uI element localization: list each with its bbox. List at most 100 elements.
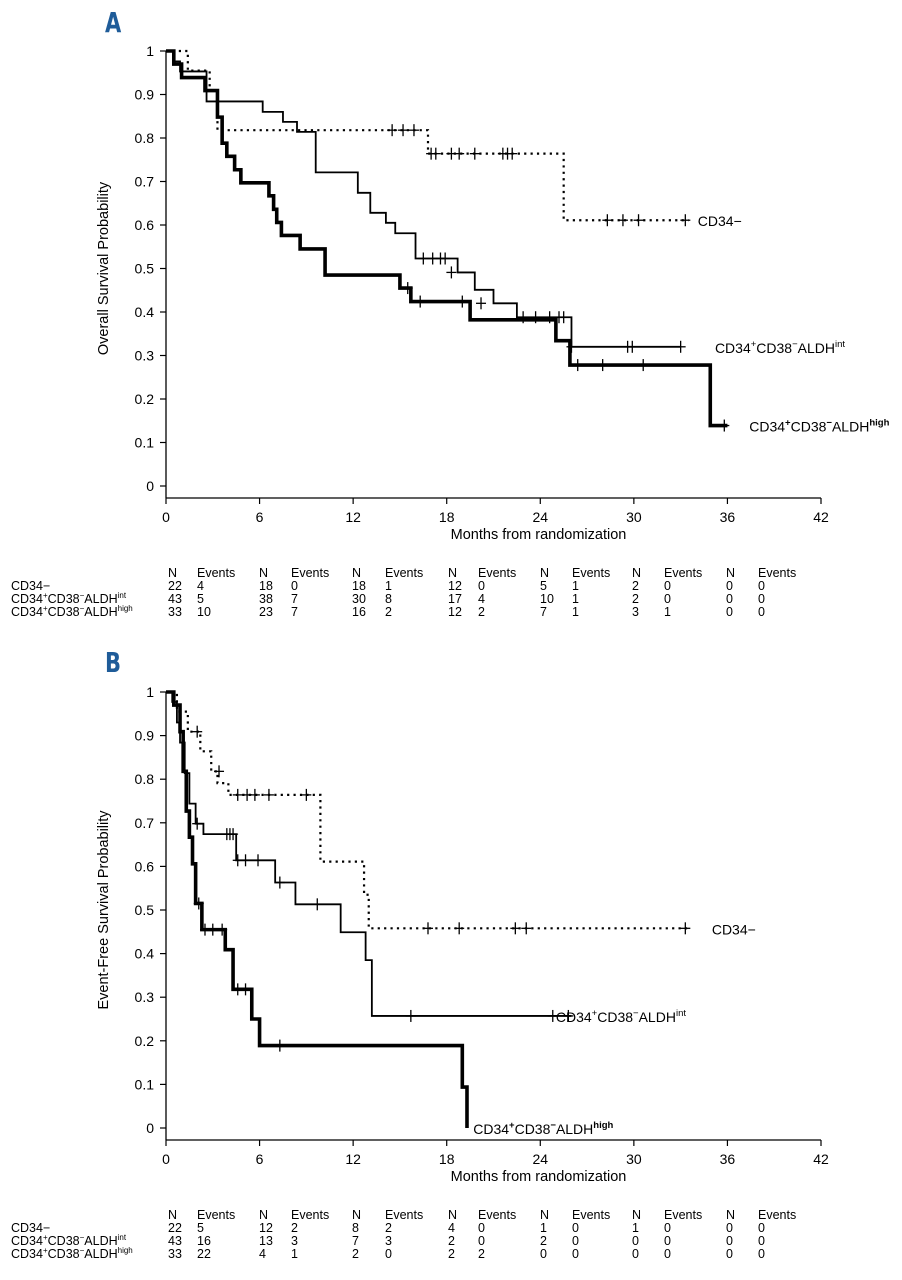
panel-a: 0 0.1 0.2 0.3 0.4 0.5 0.6 0.7 0.8 0.9 1 0 6 12 18 24 30 3…: [0, 6, 902, 631]
risk-cell: 17: [448, 592, 462, 606]
x-tick-label: 36: [720, 509, 736, 525]
risk-cell: 10: [197, 605, 211, 619]
risk-row-label: CD34+CD38−ALDHhigh: [11, 603, 133, 619]
series-label-part: CD34−: [712, 921, 756, 937]
risk-cell: 18: [259, 579, 273, 593]
risk-cell: 1: [540, 1221, 547, 1235]
risk-row-label-part: CD38: [47, 592, 80, 606]
risk-row-label: CD34+CD38−ALDHint: [11, 590, 126, 606]
series-label-part: +: [509, 1120, 515, 1131]
risk-cell: 30: [352, 592, 366, 606]
y-tick-label: 0.1: [135, 435, 155, 451]
risk-cell: 2: [385, 1221, 392, 1235]
risk-cell: 7: [291, 605, 298, 619]
series-label-part: CD38: [515, 1121, 551, 1137]
risk-header-cell: Events: [758, 1208, 797, 1222]
y-tick-label: 0.2: [135, 391, 155, 407]
risk-cell: 1: [291, 1247, 298, 1261]
risk-cell: 12: [448, 605, 462, 619]
risk-cell: 3: [385, 1234, 392, 1248]
y-tick-label: 0.9: [135, 728, 155, 744]
risk-cell: 0: [726, 592, 733, 606]
y-tick-label: 0.5: [135, 261, 155, 277]
x-tick-label: 12: [345, 509, 361, 525]
risk-table: N Events N Events N Events N Events N Events N Even…: [0, 567, 902, 631]
risk-row-label-part: +: [42, 603, 48, 613]
series-label-part: −: [792, 339, 798, 350]
risk-row-label: CD34+CD38−ALDHint: [11, 1232, 127, 1248]
series-line-1: [166, 50, 681, 348]
risk-cell: 4: [197, 579, 204, 593]
risk-cell: 0: [291, 579, 298, 593]
risk-header-cell: N: [352, 1208, 362, 1222]
series-label: CD34−: [698, 213, 742, 229]
risk-row-label-part: CD34: [11, 592, 43, 606]
event-free-survival-chart: 0 0.1 0.2 0.3 0.4 0.5 0.6 0.7 0.8 0.9 1 0 6 12 18 24 30 3…: [96, 684, 829, 1185]
x-tick-label: 24: [532, 1151, 548, 1167]
risk-row-label-part: CD38: [47, 605, 80, 619]
risk-cell: 38: [259, 592, 273, 606]
risk-header-cell: Events: [478, 566, 517, 580]
risk-cell: 0: [758, 579, 765, 593]
risk-row-label-part: −: [79, 1232, 85, 1242]
risk-cell: 2: [478, 605, 485, 619]
risk-cell: 0: [758, 592, 765, 606]
risk-cell: 0: [572, 1221, 579, 1235]
risk-cell: 5: [540, 579, 547, 593]
risk-header-cell: Events: [572, 1208, 611, 1222]
risk-cell: 1: [385, 579, 392, 593]
risk-row-label-part: CD34: [11, 1234, 43, 1248]
series-label-part: CD34−: [698, 213, 742, 229]
risk-row-label-part: CD34−: [11, 579, 51, 593]
series-label-part: ALDH: [556, 1121, 593, 1137]
x-tick-label: 30: [626, 1151, 642, 1167]
risk-row-label-part: −: [79, 590, 85, 600]
risk-cell: 1: [664, 605, 671, 619]
risk-row-label-part: ALDH: [84, 592, 118, 606]
series-label-part: CD38: [597, 1009, 633, 1025]
y-tick-label: 0.4: [135, 304, 155, 320]
risk-cell: 7: [540, 605, 547, 619]
risk-cell: 13: [259, 1234, 273, 1248]
risk-cell: 33: [168, 1247, 182, 1261]
x-tick-label: 6: [256, 1151, 264, 1167]
risk-header-cell: N: [352, 566, 362, 580]
risk-cell: 0: [726, 1247, 733, 1261]
risk-header-cell: Events: [664, 1208, 703, 1222]
y-tick-label: 0.8: [135, 771, 155, 787]
risk-row-label-part: CD34: [11, 1247, 43, 1261]
series-label-part: CD34: [556, 1009, 592, 1025]
y-tick-label: 0.7: [135, 815, 155, 831]
risk-cell: 33: [168, 605, 182, 619]
y-tick-label: 1: [146, 43, 154, 59]
series-label-part: high: [593, 1120, 613, 1131]
risk-cell: 0: [632, 1234, 639, 1248]
risk-row-label-part: CD38: [47, 1234, 80, 1248]
risk-cell: 18: [352, 579, 366, 593]
risk-cell: 4: [448, 1221, 455, 1235]
series-line-2: [166, 49, 728, 428]
series-line-0: [166, 690, 690, 930]
risk-header-cell: N: [632, 1208, 642, 1222]
y-tick-label: 0: [146, 478, 154, 494]
risk-cell: 0: [726, 1234, 733, 1248]
risk-row-label-part: int: [117, 1232, 127, 1242]
y-tick-label: 0.3: [135, 348, 155, 364]
series-label-part: ALDH: [832, 419, 869, 435]
series-label-part: +: [751, 339, 757, 350]
risk-cell: 5: [197, 592, 204, 606]
risk-row-label-part: ALDH: [84, 605, 118, 619]
risk-row-label-part: −: [79, 603, 85, 613]
y-tick-label: 0.6: [135, 217, 155, 233]
panel-letter: B: [105, 646, 122, 679]
risk-header-cell: Events: [385, 1208, 424, 1222]
risk-header-cell: N: [632, 566, 642, 580]
series-label-part: int: [835, 339, 845, 350]
risk-header-cell: N: [540, 1208, 550, 1222]
series-label: CD34+CD38−ALDHhigh: [749, 418, 889, 435]
risk-header-cell: N: [448, 566, 458, 580]
risk-cell: 22: [168, 1221, 182, 1235]
risk-header-cell: Events: [197, 1208, 236, 1222]
x-tick-label: 30: [626, 509, 642, 525]
risk-cell: 22: [197, 1247, 211, 1261]
